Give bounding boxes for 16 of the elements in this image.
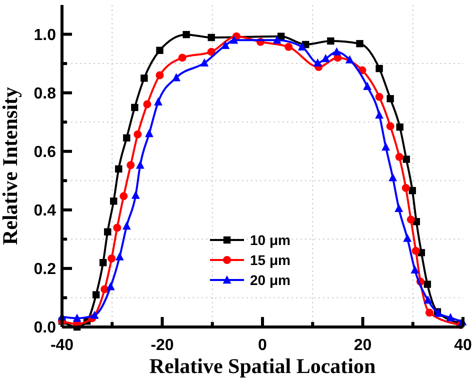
y-tick-label: 0.8 (34, 85, 56, 102)
legend-label: 15 μm (250, 252, 290, 268)
x-tick-label: 0 (258, 337, 268, 354)
x-tick-label: -20 (150, 337, 174, 354)
legend-label: 20 μm (250, 272, 290, 288)
y-tick-label: 0.6 (34, 144, 56, 161)
y-tick-label: 0.2 (34, 261, 56, 278)
x-tick-label: -40 (50, 337, 74, 354)
x-tick-label: 40 (454, 337, 472, 354)
x-axis-title: Relative Spatial Location (149, 354, 376, 378)
legend-label: 10 μm (250, 232, 290, 248)
x-tick-label: 20 (354, 337, 372, 354)
text: 0.0 (34, 320, 56, 337)
y-tick-label: 0.4 (34, 202, 56, 220)
y-tick-label: 1.0 (34, 26, 56, 44)
y-axis-title: Relative Intensity (0, 86, 22, 246)
